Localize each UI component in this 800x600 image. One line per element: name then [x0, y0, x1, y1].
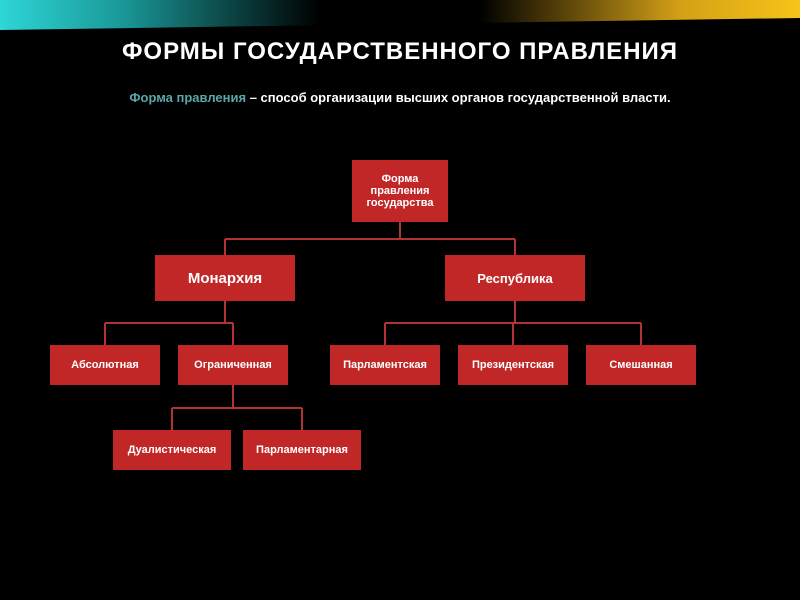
- connector: [640, 323, 642, 345]
- connector: [225, 238, 515, 240]
- node-abs: Абсолютная: [50, 345, 160, 385]
- node-lim: Ограниченная: [178, 345, 288, 385]
- node-parlm: Парламентарная: [243, 430, 361, 470]
- connector: [384, 323, 386, 345]
- connector: [171, 408, 173, 431]
- connector: [105, 322, 233, 324]
- connector: [104, 323, 106, 345]
- subtitle: Форма правления – способ организации выс…: [0, 90, 800, 105]
- node-root: Форма правления государства: [352, 160, 448, 222]
- connector: [232, 385, 234, 408]
- connector: [232, 323, 234, 345]
- connector: [514, 239, 516, 256]
- subtitle-definition: – способ организации высших органов госу…: [246, 90, 671, 105]
- subtitle-term: Форма правления: [129, 90, 246, 105]
- connector: [224, 239, 226, 256]
- hierarchy-chart: Форма правления государства Монархия Респу…: [0, 150, 800, 570]
- node-pres: Президентская: [458, 345, 568, 385]
- connector: [224, 301, 226, 323]
- node-dual: Дуалистическая: [113, 430, 231, 470]
- node-parl: Парламентская: [330, 345, 440, 385]
- node-mon: Монархия: [155, 255, 295, 301]
- connector: [301, 408, 303, 431]
- node-rep: Республика: [445, 255, 585, 301]
- connector: [512, 323, 514, 345]
- node-mix: Смешанная: [586, 345, 696, 385]
- connector: [172, 407, 302, 409]
- connector: [399, 222, 401, 239]
- connector: [514, 301, 516, 323]
